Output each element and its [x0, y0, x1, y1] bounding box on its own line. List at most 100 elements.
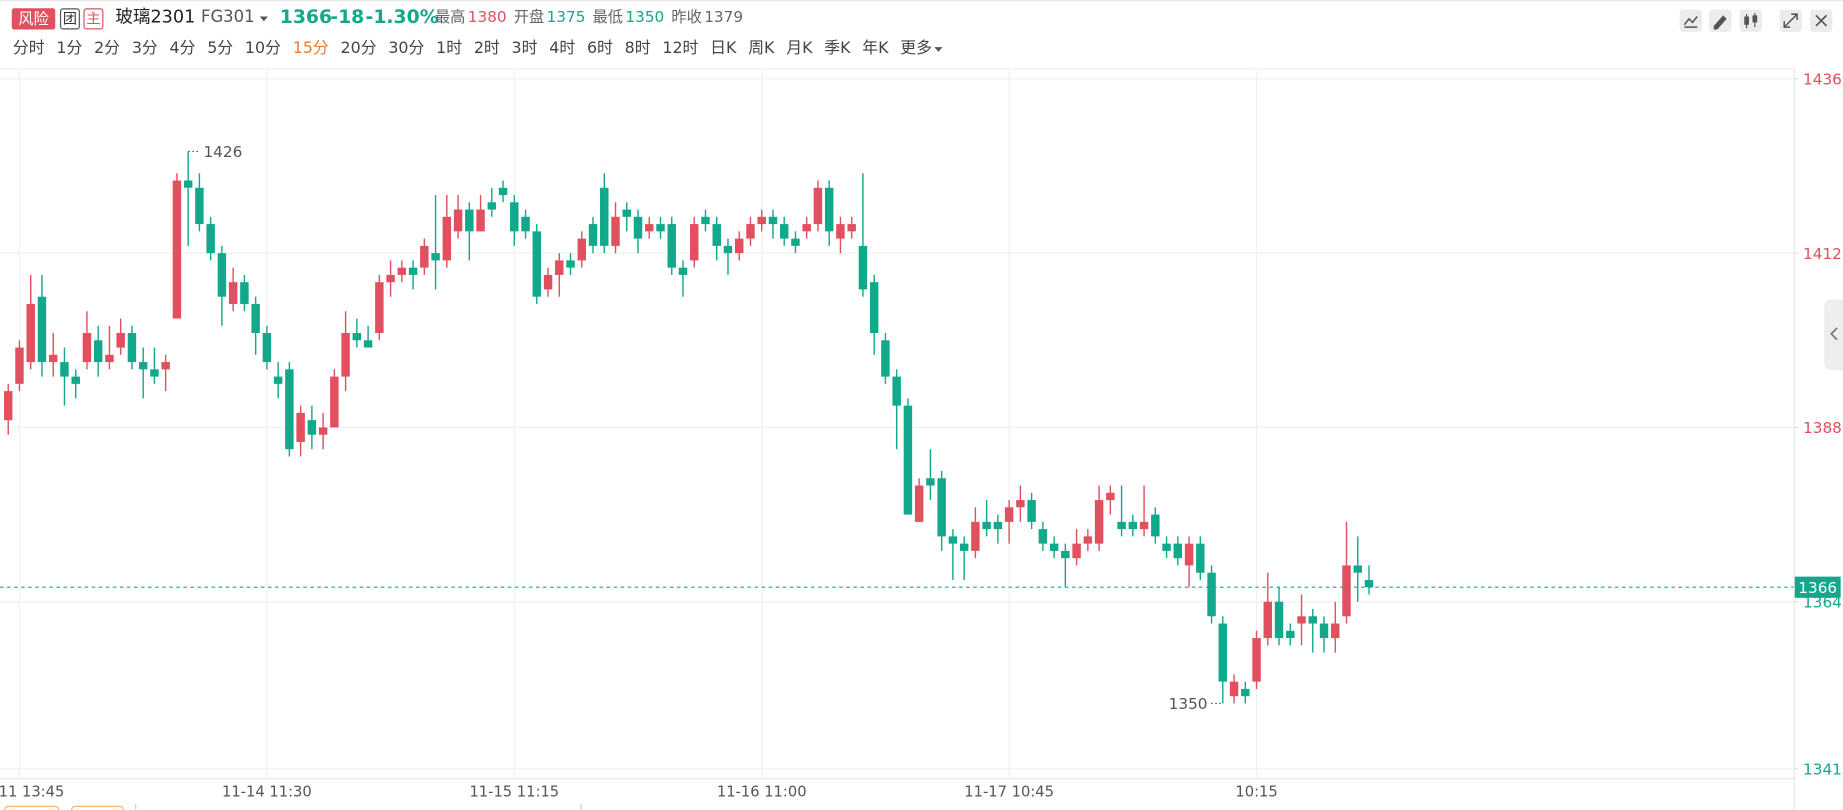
x-tick-label: 10:15 [1235, 783, 1277, 800]
period-tab[interactable]: 3时 [512, 38, 538, 57]
candle-body [645, 224, 654, 232]
draw-icon [1713, 15, 1727, 30]
candle-body [1004, 507, 1014, 522]
period-tab[interactable]: 20分 [341, 38, 377, 57]
candle-body [431, 253, 440, 261]
candle-body [138, 362, 148, 370]
candle-body [116, 333, 125, 348]
candle-body [60, 362, 69, 377]
contract-code[interactable]: FG301 [201, 7, 255, 26]
contract-name: 玻璃2301 [115, 7, 195, 28]
candle-body [555, 260, 564, 275]
period-tab[interactable]: 2时 [474, 38, 500, 57]
candle-body [105, 354, 114, 363]
period-tab[interactable]: 1时 [436, 38, 462, 57]
x-tick-label: 11-15 11:15 [469, 783, 559, 800]
candle-body [1106, 492, 1115, 501]
candle-body [1319, 623, 1329, 639]
candle-body [240, 282, 249, 304]
candle-body [217, 253, 227, 297]
candles [3, 151, 1374, 704]
period-tab[interactable]: 周K [748, 38, 775, 57]
period-tab[interactable]: 2分 [94, 38, 120, 57]
period-tab[interactable]: 季K [824, 38, 851, 57]
candle-body [408, 267, 418, 275]
candle-body [476, 209, 485, 232]
main-badge-text: 主 [86, 11, 100, 27]
candle-body [836, 224, 845, 239]
candle-body [690, 224, 699, 261]
candle-body [1139, 521, 1149, 530]
period-tab[interactable]: 更多 [900, 38, 932, 57]
candle-type-button[interactable] [1739, 9, 1762, 32]
period-tab[interactable]: 15分 [293, 38, 329, 57]
period-tab[interactable]: 年K [862, 38, 889, 57]
candle-body [779, 224, 789, 239]
group-badge[interactable] [59, 8, 80, 30]
candle-body [937, 478, 946, 537]
candle-body [656, 224, 665, 232]
risk-badge[interactable] [11, 8, 56, 30]
period-tab[interactable]: 分时 [13, 38, 45, 57]
period-tab[interactable]: 3分 [132, 38, 158, 57]
candle-body [330, 376, 339, 428]
candle-body [1308, 616, 1318, 624]
candle-body [1353, 565, 1362, 573]
candle-body [1038, 529, 1048, 544]
period-tab[interactable]: 1分 [56, 38, 82, 57]
candle-body [1016, 500, 1025, 508]
candle-body [622, 209, 631, 217]
candle-body [757, 216, 766, 225]
candle-body [600, 187, 609, 246]
candle-body [791, 238, 800, 246]
candle-body [532, 231, 542, 297]
candle-body [1083, 536, 1093, 544]
candle-body [1218, 623, 1228, 682]
candle-icon-body [1744, 16, 1749, 25]
candle-body [1196, 543, 1205, 573]
candle-body [82, 333, 92, 363]
candle-body [1128, 521, 1138, 530]
candle-body [1274, 601, 1284, 639]
period-tab[interactable]: 4分 [170, 38, 196, 57]
period-tab[interactable]: 10分 [245, 38, 281, 57]
code-dropdown-arrow[interactable] [259, 16, 268, 22]
side-panel-toggle[interactable] [1824, 299, 1843, 371]
period-tab[interactable]: 8时 [625, 38, 651, 57]
candle-body [127, 333, 137, 363]
group-badge-text: 团 [63, 11, 77, 27]
close-icon [1815, 14, 1828, 27]
candle-body [1286, 630, 1295, 639]
candle-body [487, 202, 497, 210]
candle-body [577, 238, 587, 261]
candle-body [442, 216, 452, 261]
bottom-tab[interactable] [71, 805, 125, 810]
candle-body [824, 187, 834, 232]
expand-icon [1783, 13, 1798, 28]
candle-body [397, 267, 407, 275]
last-price-tag-text: 1366 [1798, 579, 1837, 597]
candle-body [971, 521, 980, 551]
candle-body [768, 216, 778, 225]
period-tab[interactable]: 5分 [207, 38, 233, 57]
period-tab[interactable]: 4时 [549, 38, 575, 57]
candle-body [1061, 550, 1070, 559]
period-tab[interactable]: 30分 [388, 38, 424, 57]
candle-body [273, 376, 283, 384]
candle-body [307, 420, 317, 435]
bottom-tab[interactable] [4, 805, 60, 810]
candle-body [1364, 579, 1374, 588]
y-tick-label: 1341 [1803, 760, 1842, 778]
period-tab[interactable]: 月K [786, 38, 813, 57]
candle-body [1241, 688, 1250, 697]
period-tab[interactable]: 6时 [587, 38, 613, 57]
stat-label: 最低 [593, 8, 624, 26]
candle-body [1252, 638, 1261, 682]
candle-body [1207, 572, 1216, 617]
candle-body [723, 245, 733, 254]
period-tab[interactable]: 12时 [662, 38, 698, 57]
more-arrow[interactable] [934, 47, 943, 52]
main-badge[interactable] [83, 8, 104, 30]
period-tab[interactable]: 日K [710, 38, 737, 57]
